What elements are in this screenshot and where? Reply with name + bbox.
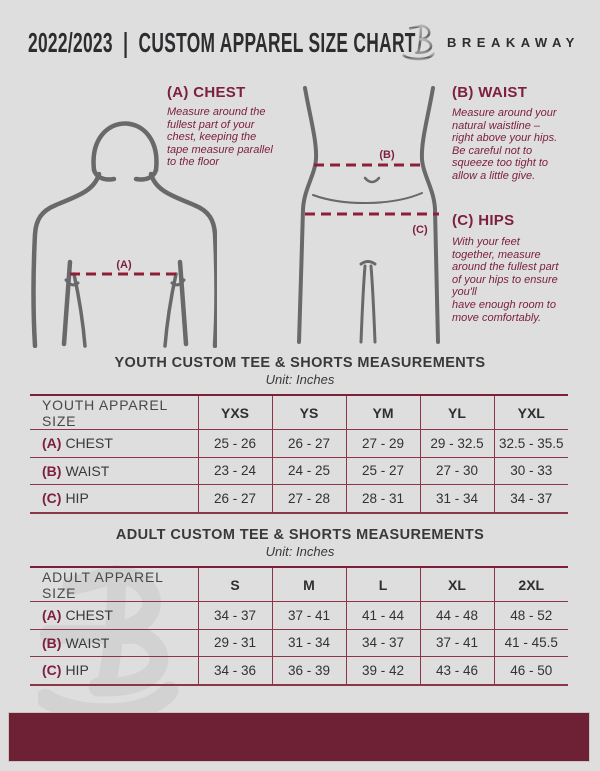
row-label: (A) CHEST <box>30 430 198 458</box>
adult-col-2xl: 2XL <box>493 567 568 602</box>
row-label-text: CHEST <box>65 607 113 624</box>
cell: 27 - 29 <box>345 429 420 457</box>
row-label: (C) HIP <box>30 485 198 513</box>
cell: 24 - 25 <box>271 457 346 485</box>
adult-col-s: S <box>197 567 272 602</box>
hips-heading: (C) HIPS <box>452 212 515 229</box>
cell: 34 - 37 <box>345 629 420 657</box>
row-label-text: WAIST <box>65 634 110 651</box>
adult-header-row: ADULT APPAREL SIZE S M L XL 2XL <box>30 567 568 602</box>
waist-hips-diagram: (B) (C) <box>297 86 440 344</box>
cell: 39 - 42 <box>345 656 420 685</box>
page-title: 2022/2023 | CUSTOM APPAREL SIZE CHART <box>28 27 416 58</box>
chest-instructions: Measure around the fullest part of your … <box>167 106 273 169</box>
youth-col-yxl: YXL <box>493 395 568 430</box>
youth-section-unit: Unit: Inches <box>265 372 335 387</box>
youth-col-yxs: YXS <box>197 395 272 430</box>
row-label: (C) HIP <box>30 657 198 685</box>
cell: 23 - 24 <box>197 457 272 485</box>
youth-header-row: YOUTH APPAREL SIZE YXS YS YM YL YXL <box>30 395 568 430</box>
row-prefix: (B) <box>42 462 62 479</box>
chest-marker-label: (A) <box>116 259 132 271</box>
adult-col-l: L <box>345 567 420 602</box>
youth-size-table: YOUTH APPAREL SIZE YXS YS YM YL YXL (A) C… <box>30 394 568 514</box>
adult-section-title: ADULT CUSTOM TEE & SHORTS MEASUREMENTS <box>115 527 485 543</box>
cell: 27 - 28 <box>271 484 346 513</box>
brand-name: BREAKAWAY <box>447 34 580 50</box>
waist-marker-label: (B) <box>379 149 395 161</box>
cell: 46 - 50 <box>493 656 568 685</box>
table-row: (C) HIP 34 - 36 36 - 39 39 - 42 43 - 46 4… <box>30 656 568 685</box>
youth-col-ym: YM <box>345 395 420 430</box>
cell: 36 - 39 <box>271 656 346 685</box>
waist-heading: (B) WAIST <box>452 84 528 101</box>
table-row: (B) WAIST 23 - 24 24 - 25 25 - 27 27 - 30… <box>30 457 568 485</box>
hips-marker-label: (C) <box>412 224 428 236</box>
row-prefix: (A) <box>42 607 62 624</box>
youth-col-yl: YL <box>419 395 494 430</box>
adult-col-m: M <box>271 567 346 602</box>
adult-section-unit: Unit: Inches <box>265 544 335 559</box>
cell: 48 - 52 <box>493 601 568 629</box>
row-prefix: (A) <box>42 435 62 452</box>
row-label-text: WAIST <box>65 462 110 479</box>
cell: 29 - 31 <box>197 629 272 657</box>
adult-col-xl: XL <box>419 567 494 602</box>
cell: 34 - 37 <box>197 601 272 629</box>
row-label-text: CHEST <box>65 435 113 452</box>
row-label-text: HIP <box>65 662 89 679</box>
row-label: (B) WAIST <box>30 629 198 657</box>
cell: 32.5 - 35.5 <box>493 429 568 457</box>
cell: 25 - 27 <box>345 457 420 485</box>
adult-size-column-header: ADULT APPAREL SIZE <box>42 568 164 601</box>
table-row: (A) CHEST 25 - 26 26 - 27 27 - 29 29 - 32… <box>30 429 568 458</box>
footer-bar <box>8 712 590 762</box>
row-label: (B) WAIST <box>30 457 198 485</box>
row-prefix: (C) <box>42 490 62 507</box>
cell: 29 - 32.5 <box>419 429 494 457</box>
hips-instructions: With your feet together, measure around … <box>452 236 559 324</box>
breakaway-logo-icon <box>402 24 435 61</box>
cell: 26 - 27 <box>271 429 346 457</box>
cell: 37 - 41 <box>271 601 346 629</box>
cell: 31 - 34 <box>271 629 346 657</box>
waist-instructions: Measure around your natural waistline – … <box>452 107 558 182</box>
youth-col-ys: YS <box>271 395 346 430</box>
youth-size-column-header: YOUTH APPAREL SIZE <box>42 396 168 429</box>
cell: 44 - 48 <box>419 601 494 629</box>
brand-lockup: BREAKAWAY <box>402 22 580 62</box>
row-prefix: (B) <box>42 634 62 651</box>
row-prefix: (C) <box>42 662 62 679</box>
row-label: (A) CHEST <box>30 602 198 630</box>
cell: 37 - 41 <box>419 629 494 657</box>
torso-chest-diagram: (A) <box>31 121 217 348</box>
cell: 41 - 45.5 <box>493 629 568 657</box>
cell: 26 - 27 <box>197 484 272 513</box>
table-row: (C) HIP 26 - 27 27 - 28 28 - 31 31 - 34 3… <box>30 484 568 513</box>
cell: 34 - 37 <box>493 484 568 513</box>
cell: 34 - 36 <box>197 656 272 685</box>
cell: 27 - 30 <box>419 457 494 485</box>
youth-section-title: YOUTH CUSTOM TEE & SHORTS MEASUREMENTS <box>114 355 486 371</box>
adult-size-table: ADULT APPAREL SIZE S M L XL 2XL (A) CHEST… <box>30 566 568 686</box>
cell: 28 - 31 <box>345 484 420 513</box>
row-label-text: HIP <box>65 490 89 507</box>
table-row: (A) CHEST 34 - 37 37 - 41 41 - 44 44 - 48… <box>30 601 568 630</box>
cell: 43 - 46 <box>419 656 494 685</box>
cell: 31 - 34 <box>419 484 494 513</box>
cell: 25 - 26 <box>197 429 272 457</box>
chest-heading: (A) CHEST <box>167 84 246 101</box>
cell: 30 - 33 <box>493 457 568 485</box>
cell: 41 - 44 <box>345 601 420 629</box>
table-row: (B) WAIST 29 - 31 31 - 34 34 - 37 37 - 41… <box>30 629 568 657</box>
